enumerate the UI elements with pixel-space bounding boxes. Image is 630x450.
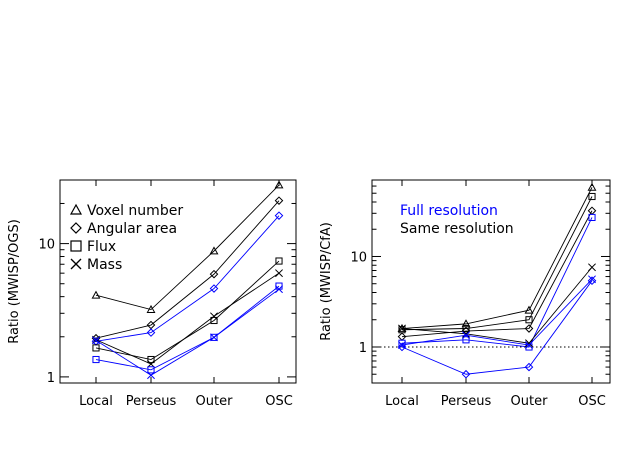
data-point <box>146 328 156 337</box>
x-tick-label: Local <box>79 394 113 409</box>
y-tick-label: 10 <box>38 238 55 253</box>
data-point <box>524 362 534 372</box>
data-point <box>462 329 470 338</box>
series-line <box>401 187 593 329</box>
series-line <box>401 266 593 344</box>
data-point <box>275 257 283 265</box>
data-point <box>210 312 218 321</box>
data-point <box>209 269 219 279</box>
data-point <box>587 182 597 191</box>
plot-frame <box>59 179 297 384</box>
legend: Full resolution Same resolution <box>400 203 514 237</box>
data-point <box>398 324 406 333</box>
legend-label: Same resolution <box>400 221 514 237</box>
x-tick-label: Outer <box>511 394 549 409</box>
data-point <box>524 324 534 333</box>
data-point <box>147 355 155 364</box>
data-point <box>588 213 596 222</box>
data-point <box>147 366 155 374</box>
y-axis-title: Ratio (MWISP/CfA) <box>319 222 334 341</box>
data-point <box>91 290 101 299</box>
series-line <box>401 280 593 375</box>
data-point <box>461 369 471 379</box>
series-line <box>95 285 280 371</box>
data-point <box>210 333 218 341</box>
y-axis-title: Ratio (MWISP/OGS) <box>7 219 22 344</box>
data-point <box>525 339 533 348</box>
series-full-square <box>398 213 596 351</box>
series-same-triangle <box>91 180 284 313</box>
data-point <box>525 341 533 350</box>
series-full-diamond <box>397 276 597 379</box>
data-point <box>209 246 219 255</box>
data-point <box>462 324 470 333</box>
x-tick-label: Perseus <box>441 394 492 409</box>
data-point <box>210 316 218 325</box>
data-point <box>587 276 597 286</box>
y-tick-label: 1 <box>47 371 55 386</box>
x-tick-label: OSC <box>265 394 293 409</box>
series-same-square <box>92 257 283 364</box>
data-point <box>398 339 406 347</box>
series-same-cross <box>398 263 596 348</box>
x-tick-label: Local <box>385 394 419 409</box>
data-point <box>147 371 155 380</box>
plot-frame <box>371 179 611 384</box>
data-point <box>462 336 470 344</box>
series-line <box>401 210 593 338</box>
legend-label: Voxel number <box>87 203 183 219</box>
x-tick-label: OSC <box>578 394 606 409</box>
series-line <box>401 217 593 348</box>
data-point <box>92 336 100 345</box>
data-point <box>398 341 406 350</box>
data-point <box>274 180 284 189</box>
series-full-cross <box>398 275 596 350</box>
series-line <box>401 278 593 346</box>
legend-diamond-icon <box>70 222 82 234</box>
chart-1: 1 10 Local Perseus Outer OSC Ratio (MWISP/OGS)… <box>7 179 297 409</box>
series-line <box>401 196 593 331</box>
legend-cross-icon <box>70 258 82 270</box>
data-point <box>397 323 407 332</box>
data-point <box>92 355 100 364</box>
data-point <box>588 263 596 272</box>
data-point <box>275 285 283 294</box>
legend-square-icon <box>70 240 82 252</box>
data-point <box>146 304 156 313</box>
y-tick-label: 1 <box>359 341 367 356</box>
data-point <box>209 284 219 293</box>
series-line <box>95 272 280 365</box>
data-point <box>587 206 597 216</box>
legend-label: Full resolution <box>400 203 498 219</box>
y-tick-label: 10 <box>350 250 367 265</box>
series-line <box>95 184 280 311</box>
legend-label: Angular area <box>87 221 177 237</box>
data-point <box>397 342 407 352</box>
data-point <box>274 211 284 220</box>
data-point <box>210 333 218 342</box>
series-same-diamond <box>397 206 597 341</box>
series-line <box>95 200 280 339</box>
chart-2: 1 10 Local Perseus Outer OSC Ratio (MWISP/CfA)… <box>319 179 611 409</box>
data-point <box>524 305 534 314</box>
data-point <box>525 316 533 324</box>
legend-triangle-icon <box>69 203 83 215</box>
data-point <box>462 331 470 340</box>
data-point <box>274 196 284 205</box>
series-full-square <box>92 282 283 374</box>
x-tick-label: Perseus <box>126 394 177 409</box>
legend-label: Mass <box>87 257 122 273</box>
series-line <box>95 215 280 342</box>
legend: Voxel number Angular area Flux Mass <box>69 203 183 273</box>
data-point <box>92 344 100 352</box>
series-full-cross <box>92 285 283 380</box>
legend-label: Flux <box>87 239 116 255</box>
data-point <box>588 192 596 201</box>
x-tick-label: Outer <box>196 394 234 409</box>
data-point <box>275 269 283 278</box>
series-line <box>95 288 280 376</box>
